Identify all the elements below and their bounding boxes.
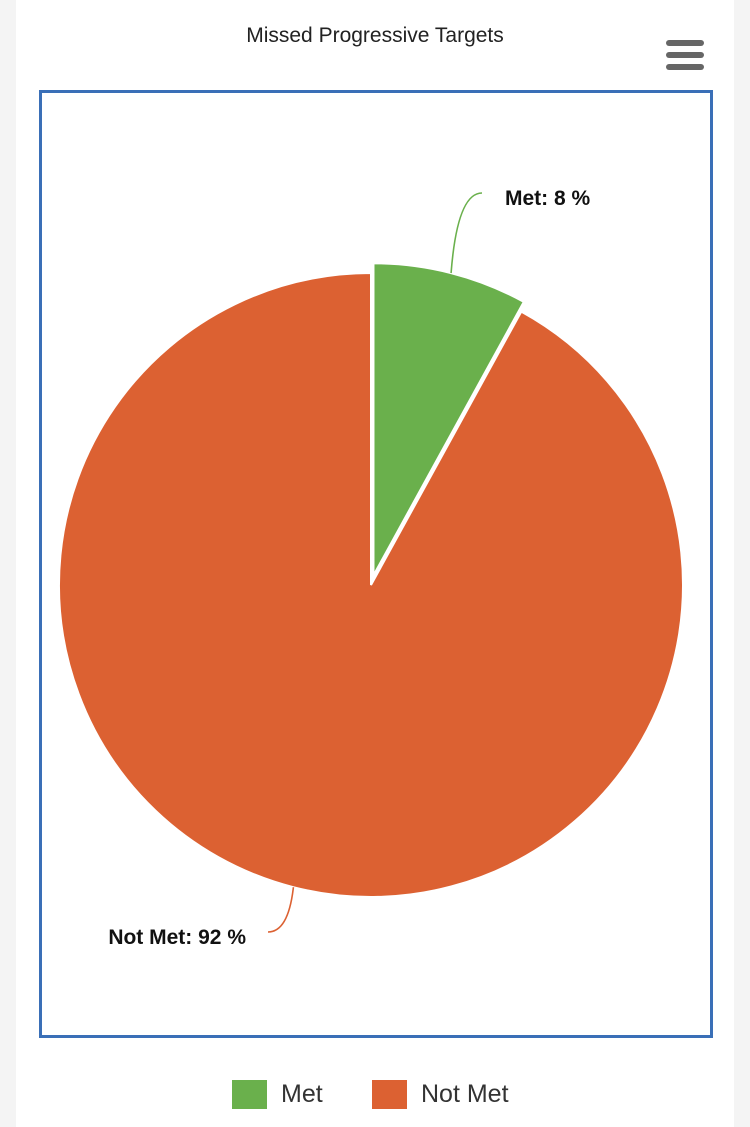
legend-label-not-met: Not Met — [421, 1079, 509, 1108]
legend-item-met[interactable]: Met — [232, 1077, 323, 1111]
legend-swatch-met — [232, 1079, 267, 1109]
data-label-not-met: Not Met: 92 % — [108, 926, 246, 949]
data-label-connector — [450, 192, 483, 274]
pie-slice-not-met[interactable] — [58, 271, 684, 898]
plot-frame — [39, 90, 713, 1038]
menu-bar — [666, 52, 704, 58]
chart-title: Missed Progressive Targets — [246, 24, 504, 47]
legend-label-met: Met — [281, 1079, 323, 1108]
pie-slice-met[interactable] — [372, 262, 526, 576]
menu-bar — [666, 40, 704, 46]
legend-item-not-met[interactable]: Not Met — [372, 1077, 509, 1111]
data-label-met: Met: 8 % — [505, 187, 591, 210]
data-label-connector — [267, 887, 295, 933]
menu-bar — [666, 64, 704, 70]
legend: Met Not Met — [0, 1077, 750, 1111]
hamburger-menu-icon[interactable] — [662, 38, 708, 74]
legend-swatch-not-met — [372, 1079, 407, 1109]
